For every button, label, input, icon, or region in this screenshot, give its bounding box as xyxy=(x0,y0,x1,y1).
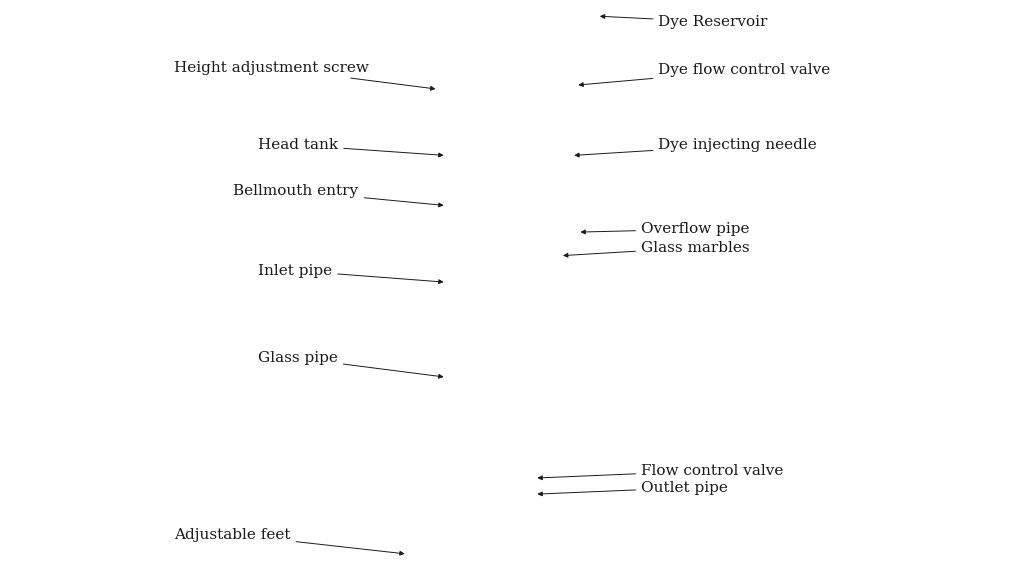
Text: Flow control valve: Flow control valve xyxy=(539,464,783,480)
Text: Height adjustment screw: Height adjustment screw xyxy=(174,61,434,90)
Text: Glass pipe: Glass pipe xyxy=(258,351,442,378)
Text: Glass marbles: Glass marbles xyxy=(564,241,750,257)
Text: Head tank: Head tank xyxy=(258,138,442,157)
Text: Overflow pipe: Overflow pipe xyxy=(582,222,750,236)
Text: Dye flow control valve: Dye flow control valve xyxy=(580,63,830,86)
Text: Adjustable feet: Adjustable feet xyxy=(174,528,403,555)
Text: Bellmouth entry: Bellmouth entry xyxy=(233,184,442,207)
Text: Inlet pipe: Inlet pipe xyxy=(258,264,442,283)
Text: Dye Reservoir: Dye Reservoir xyxy=(601,14,768,29)
Text: Outlet pipe: Outlet pipe xyxy=(539,481,728,496)
Text: Dye injecting needle: Dye injecting needle xyxy=(575,138,817,157)
